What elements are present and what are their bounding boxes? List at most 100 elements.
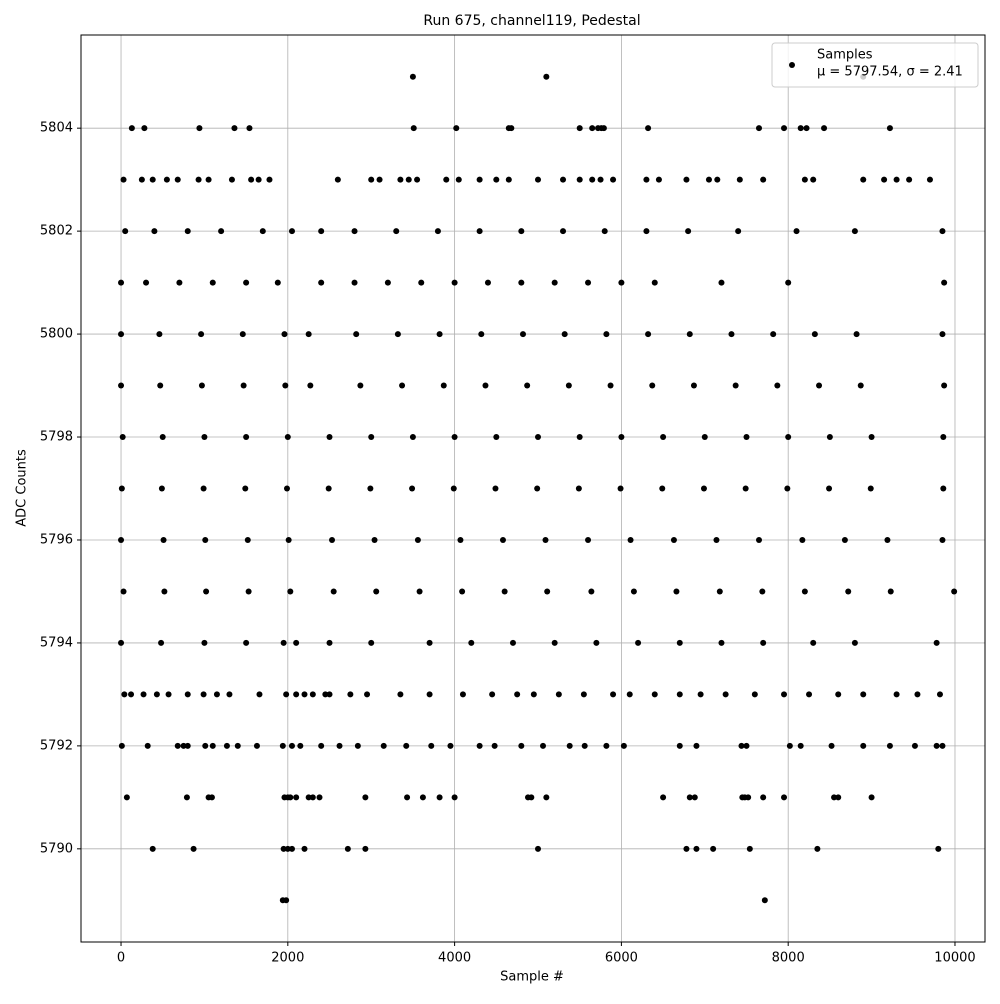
y-tick-label: 5802 [40, 224, 73, 239]
point [128, 691, 135, 698]
point [484, 279, 491, 286]
point [397, 176, 404, 183]
point [285, 536, 292, 543]
point [459, 691, 466, 698]
point [722, 691, 729, 698]
legend-marker [789, 62, 795, 68]
point [686, 794, 693, 801]
x-tick-label: 6000 [605, 951, 638, 966]
point [122, 228, 129, 235]
point [190, 845, 197, 852]
point [447, 742, 454, 749]
y-tick-label: 5792 [40, 738, 73, 753]
point [519, 331, 526, 338]
point [781, 691, 788, 698]
point [893, 176, 900, 183]
point [493, 176, 500, 183]
point [551, 279, 558, 286]
point [939, 536, 946, 543]
point [376, 176, 383, 183]
point [118, 382, 125, 389]
point [476, 742, 483, 749]
point [274, 279, 281, 286]
point [518, 279, 525, 286]
point [293, 639, 300, 646]
point [119, 434, 126, 441]
point [409, 485, 416, 492]
y-tick-label: 5796 [40, 532, 73, 547]
point [585, 279, 592, 286]
point [436, 331, 443, 338]
point [489, 691, 496, 698]
point [266, 176, 273, 183]
point [156, 331, 163, 338]
point [160, 536, 167, 543]
point [635, 639, 642, 646]
legend-annotation: μ = 5797.54, σ = 2.41 [817, 65, 963, 80]
point [576, 125, 583, 132]
point [886, 742, 893, 749]
point [673, 588, 680, 595]
point [716, 588, 723, 595]
point [801, 176, 808, 183]
point [588, 588, 595, 595]
point [202, 536, 209, 543]
point [281, 331, 288, 338]
point [939, 742, 946, 749]
point [555, 691, 562, 698]
point [705, 176, 712, 183]
point [906, 176, 913, 183]
point [801, 588, 808, 595]
point [893, 691, 900, 698]
point [351, 228, 358, 235]
point [713, 536, 720, 543]
point [939, 331, 946, 338]
point [196, 125, 203, 132]
point [209, 279, 216, 286]
point [344, 845, 351, 852]
point [316, 794, 323, 801]
point [741, 794, 748, 801]
point [826, 485, 833, 492]
axes-frame [80, 34, 986, 943]
point [535, 434, 542, 441]
chart-title: Run 675, channel119, Pedestal [423, 13, 640, 29]
point [231, 125, 238, 132]
point [560, 228, 567, 235]
point [118, 742, 125, 749]
point [643, 228, 650, 235]
point [174, 742, 181, 749]
point [685, 228, 692, 235]
point [318, 228, 325, 235]
point [209, 742, 216, 749]
point [886, 125, 893, 132]
point [781, 794, 788, 801]
point [223, 742, 230, 749]
point [743, 434, 750, 441]
x-tick-label: 4000 [438, 951, 471, 966]
point [403, 742, 410, 749]
point [785, 279, 792, 286]
point [163, 176, 170, 183]
point [357, 382, 364, 389]
point [149, 845, 156, 852]
point [701, 434, 708, 441]
point [183, 794, 190, 801]
point [158, 639, 165, 646]
point [468, 639, 475, 646]
point [831, 794, 838, 801]
point [244, 536, 251, 543]
point [718, 639, 725, 646]
point [676, 639, 683, 646]
point [371, 536, 378, 543]
point [940, 485, 947, 492]
point [543, 794, 550, 801]
point [660, 434, 667, 441]
point [256, 691, 263, 698]
point [936, 691, 943, 698]
point [184, 691, 191, 698]
point [326, 434, 333, 441]
point [797, 742, 804, 749]
point [213, 691, 220, 698]
